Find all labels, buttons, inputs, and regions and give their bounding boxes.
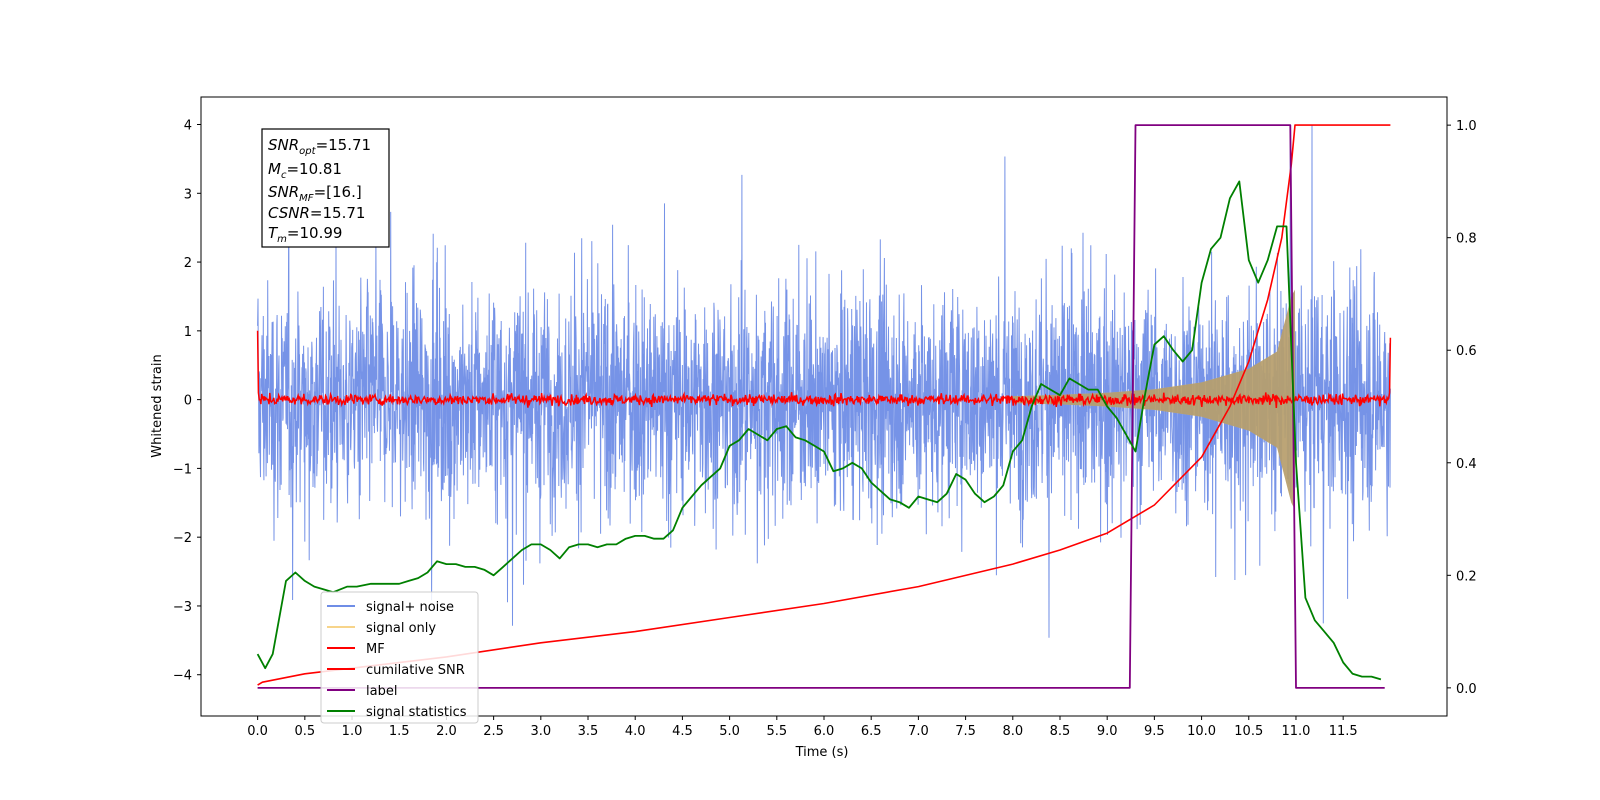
x-tick-label: 5.5 (766, 724, 787, 739)
x-tick-label: 7.0 (908, 724, 929, 739)
x-tick-label: 3.5 (578, 724, 599, 739)
x-axis: 0.0 0.5 1.0 1.5 2.0 2.5 3.0 3.5 4.0 4.5 5.0 5.5 6.0 6… (247, 716, 1358, 739)
x-tick-label: 10.5 (1234, 724, 1263, 739)
x-tick-label: 9.5 (1144, 724, 1165, 739)
annotation-tm: Tm=10.99 (268, 224, 342, 245)
series-signal-statistics (256, 180, 1382, 681)
annotation-box: SNRopt=15.71 Mc=10.81 SNRMF=[16.] CSNR=1… (261, 128, 390, 248)
legend-label: signal only (366, 621, 436, 636)
x-tick-label: 2.5 (483, 724, 504, 739)
annotation-mc: Mc=10.81 (268, 160, 342, 181)
legend-label: signal statistics (366, 705, 467, 720)
y-tick-label: 2 (184, 256, 192, 271)
legend-label: MF (366, 642, 385, 657)
x-tick-label: 2.0 (436, 724, 457, 739)
x-tick-label: 4.0 (625, 724, 646, 739)
x-tick-label: 1.5 (389, 724, 410, 739)
y2-tick-label: 0.6 (1456, 344, 1477, 359)
y2-tick-label: 1.0 (1456, 119, 1477, 134)
legend-label: label (366, 684, 397, 699)
y-tick-label: 0 (184, 394, 192, 409)
x-tick-label: 5.0 (719, 724, 740, 739)
annotation-snr-mf: SNRMF=[16.] (268, 183, 362, 204)
y-tick-label: 4 (184, 119, 192, 134)
y-tick-label: −1 (173, 462, 192, 477)
y2-tick-label: 0.4 (1456, 457, 1477, 472)
series-label (257, 124, 1385, 689)
y-tick-label: −4 (173, 669, 192, 684)
x-tick-label: 7.5 (955, 724, 976, 739)
x-tick-label: 4.5 (672, 724, 693, 739)
x-tick-label: 11.0 (1281, 724, 1310, 739)
y-axis-right: 0.0 0.2 0.4 0.6 0.8 1.0 (1447, 119, 1477, 697)
x-tick-label: 9.0 (1097, 724, 1118, 739)
x-tick-label: 0.5 (294, 724, 315, 739)
y2-tick-label: 0.0 (1456, 682, 1477, 697)
y2-tick-label: 0.2 (1456, 569, 1477, 584)
series-mf (256, 330, 1392, 408)
x-tick-label: 0.0 (247, 724, 268, 739)
y-tick-label: −3 (173, 600, 192, 615)
y-axis-label: Whitened strain (150, 354, 165, 457)
x-tick-label: 1.0 (342, 724, 363, 739)
x-tick-label: 11.5 (1329, 724, 1358, 739)
y-axis-left: −4 −3 −2 −1 0 1 2 3 4 (173, 119, 201, 684)
x-axis-label: Time (s) (795, 745, 849, 760)
legend: signal+ noise signal only MF cumilative SNR… (320, 591, 479, 724)
x-tick-label: 8.0 (1002, 724, 1023, 739)
x-tick-label: 3.0 (530, 724, 551, 739)
x-tick-label: 8.5 (1050, 724, 1071, 739)
annotation-snr-opt: SNRopt=15.71 (268, 136, 371, 157)
x-tick-label: 10.0 (1187, 724, 1216, 739)
x-tick-label: 6.5 (861, 724, 882, 739)
annotation-csnr: CSNR=15.71 (268, 204, 365, 222)
legend-label: cumilative SNR (366, 663, 465, 678)
plot-area (256, 124, 1392, 689)
y-tick-label: −2 (173, 531, 192, 546)
legend-label: signal+ noise (366, 600, 454, 615)
y2-tick-label: 0.8 (1456, 232, 1477, 247)
y-tick-label: 1 (184, 325, 192, 340)
x-tick-label: 6.0 (814, 724, 835, 739)
y-tick-label: 3 (184, 187, 192, 202)
